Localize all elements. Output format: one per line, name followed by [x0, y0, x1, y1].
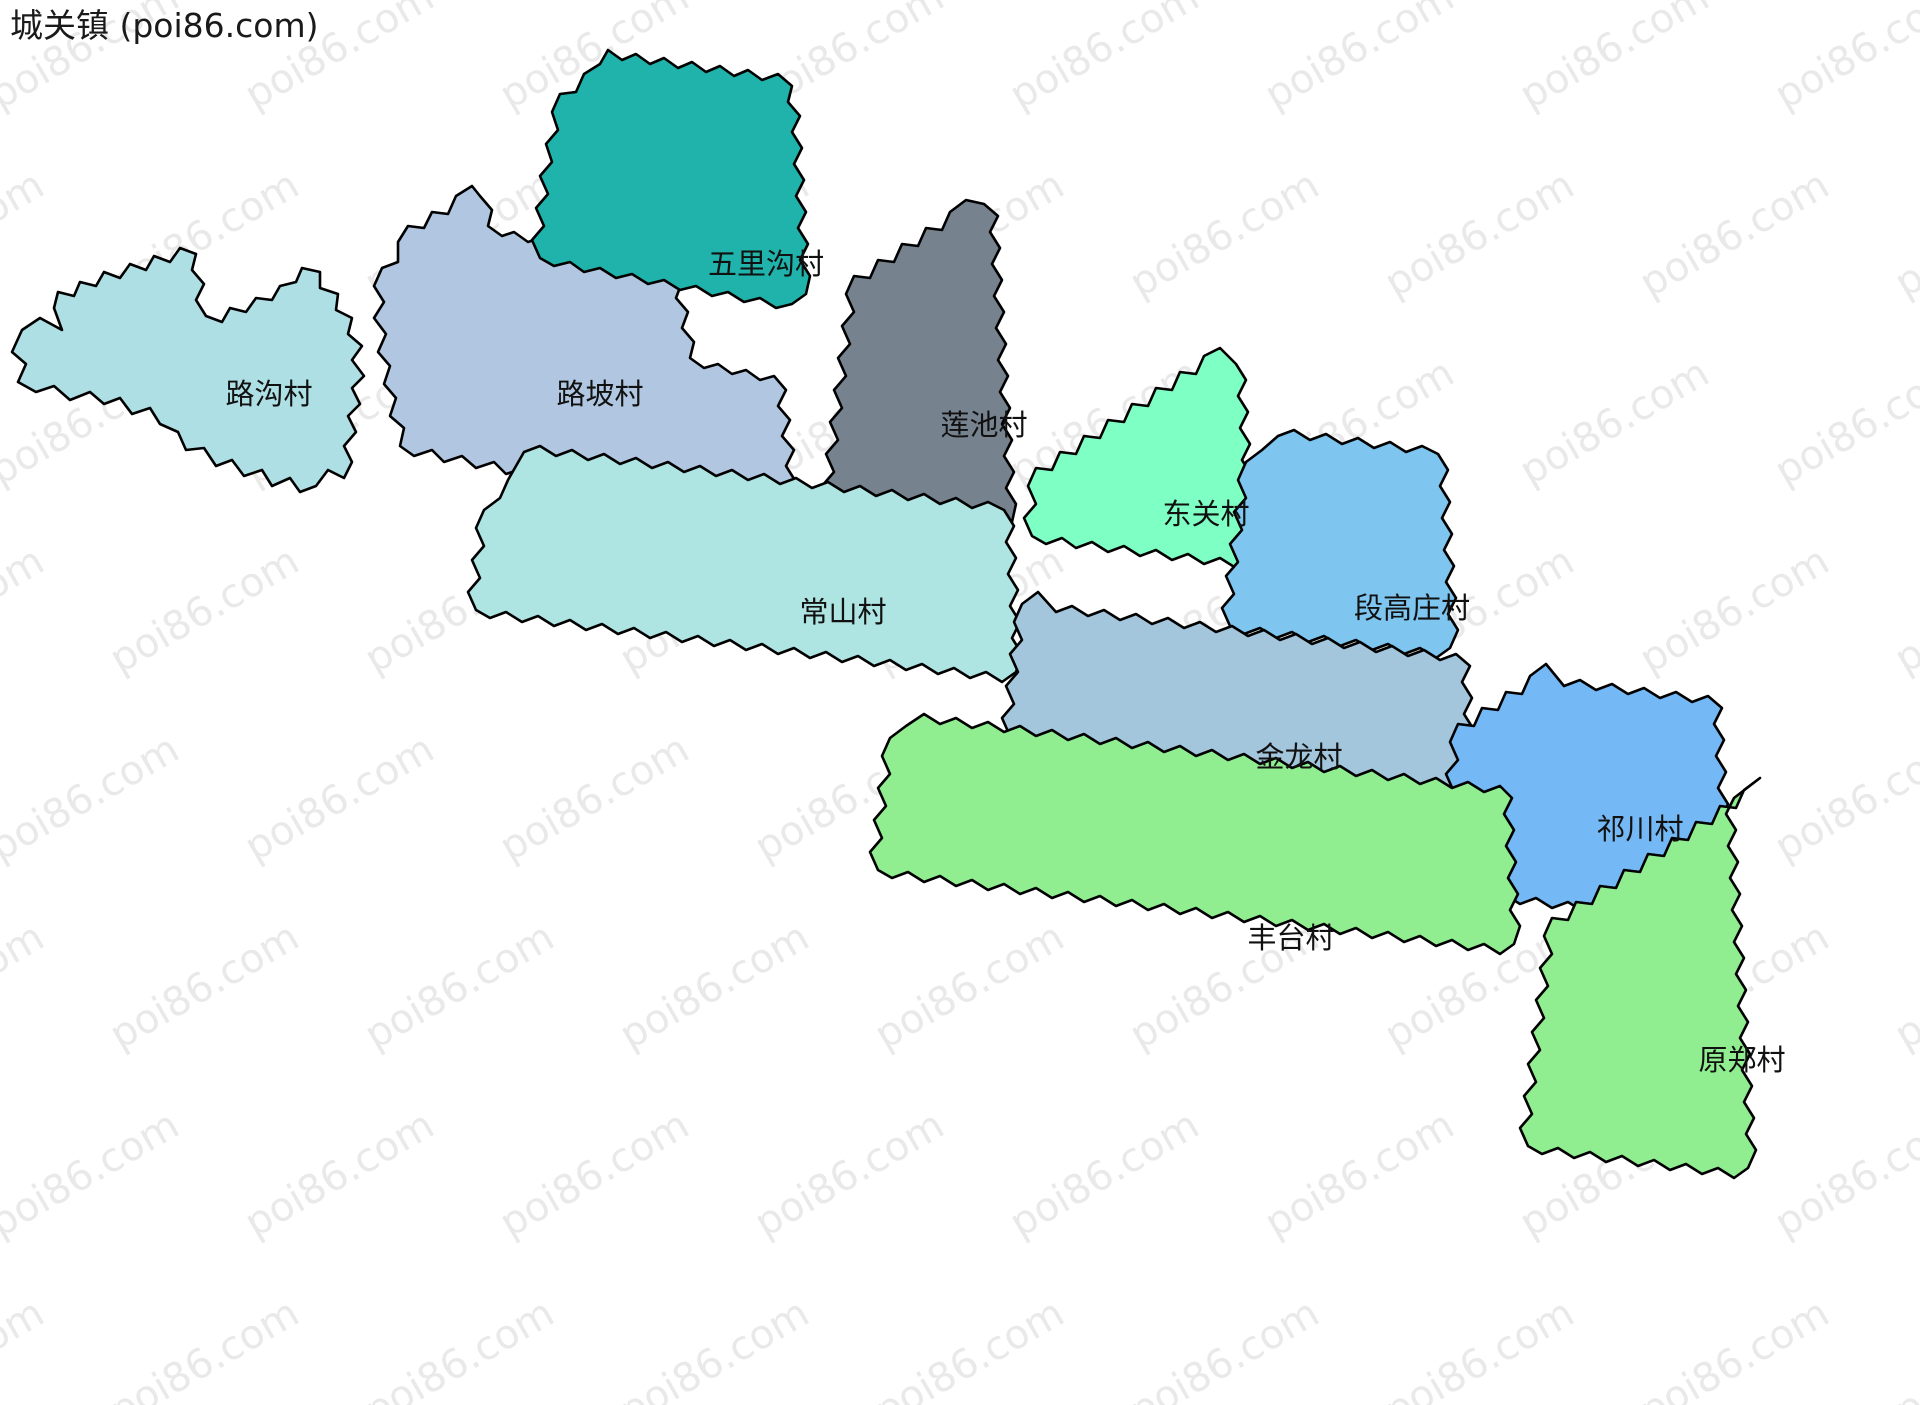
region-yuanzhengcun[interactable]	[1518, 776, 1762, 1180]
region-lugoucun[interactable]	[10, 246, 366, 494]
region-label-fengtaicun: 丰台村	[1247, 921, 1334, 955]
region-label-changshancun: 常山村	[799, 595, 886, 629]
region-label-jinlongcun: 金龙村	[1255, 740, 1342, 774]
region-lianchicun[interactable]	[820, 198, 1018, 534]
region-label-qichuancun: 祁川村	[1596, 812, 1683, 846]
region-wuligoucun[interactable]	[530, 48, 812, 310]
region-label-wuligoucun: 五里沟村	[708, 247, 824, 281]
region-label-yuanzhengcun: 原郑村	[1698, 1043, 1785, 1077]
page-title: 城关镇 (poi86.com)	[10, 6, 319, 45]
region-label-lianchicun: 莲池村	[940, 408, 1027, 442]
region-label-lupocun: 路坡村	[556, 377, 643, 411]
region-label-lugoucun: 路沟村	[225, 377, 312, 411]
region-fengtaicun[interactable]	[868, 712, 1522, 956]
region-dongguancun[interactable]	[1022, 346, 1258, 570]
region-label-duangaozhuangcun: 段高庄村	[1354, 591, 1470, 625]
region-label-dongguancun: 东关村	[1162, 497, 1249, 531]
